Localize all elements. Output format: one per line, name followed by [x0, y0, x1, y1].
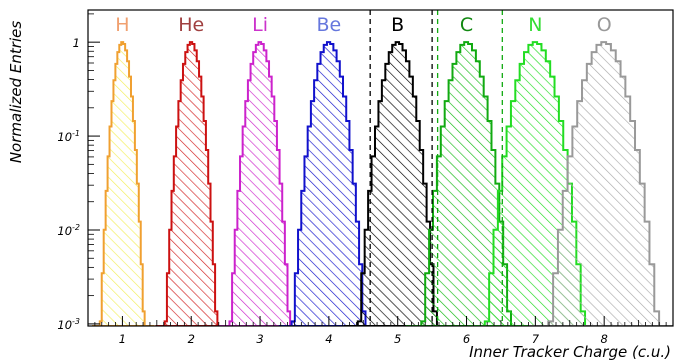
y-axis: 1 10-1 10-2 10-3 — [57, 13, 100, 332]
histogram-he — [155, 41, 229, 326]
plot-area — [91, 41, 673, 326]
label-b: B — [391, 14, 404, 36]
x-tick-label: 3 — [256, 332, 263, 346]
x-tick-label: 8 — [601, 332, 608, 346]
y-tick-label: 10-1 — [57, 129, 80, 144]
x-tick-label: 6 — [463, 332, 470, 346]
x-tick-label: 2 — [188, 332, 195, 346]
histogram-o — [529, 41, 673, 326]
x-axis-title: Inner Tracker Charge (c.u.) — [469, 343, 671, 361]
label-o: O — [597, 14, 612, 36]
histogram-h — [91, 41, 155, 326]
plot-frame — [87, 9, 674, 327]
x-tick-label: 5 — [394, 332, 401, 346]
x-tick-label: 4 — [325, 332, 332, 346]
selection-cut-lines — [369, 10, 503, 326]
label-n: N — [528, 14, 542, 36]
y-axis-title: Normalized Entries — [7, 21, 25, 164]
label-be: Be — [317, 14, 342, 36]
histogram-li — [218, 41, 304, 326]
y-tick-label: 1 — [73, 36, 80, 50]
y-tick-label: 10-2 — [57, 223, 80, 238]
label-c: C — [460, 14, 473, 36]
x-tick-label: 7 — [532, 332, 540, 346]
x-tick-label: 1 — [119, 332, 126, 346]
y-tick-label: 10-3 — [57, 317, 80, 332]
element-labels: H He Li Be B C N O — [115, 14, 611, 36]
x-axis: 1 2 3 4 5 6 7 8 — [87, 316, 667, 346]
label-li: Li — [252, 14, 268, 36]
label-h: H — [115, 14, 129, 36]
label-he: He — [178, 14, 204, 36]
